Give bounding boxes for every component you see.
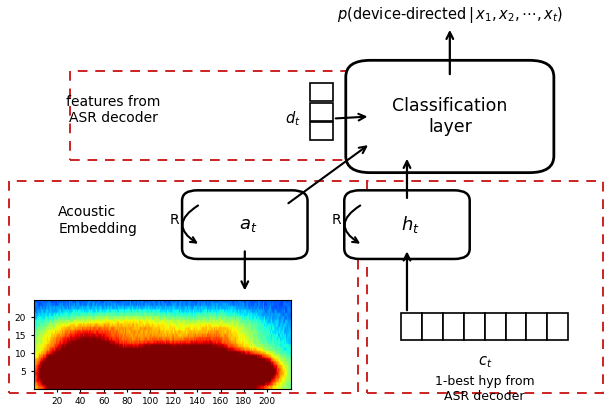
FancyBboxPatch shape (346, 60, 554, 173)
Bar (526, 313, 547, 340)
Bar (401, 313, 422, 340)
Bar (9, 181, 358, 393)
Bar (422, 313, 443, 340)
Text: $p$(device-directed$\,|\,x_1, x_2, \cdots, x_t)$: $p$(device-directed$\,|\,x_1, x_2, \cdot… (337, 5, 563, 25)
Text: $a_t$: $a_t$ (239, 215, 257, 234)
Bar (464, 313, 485, 340)
Text: $h_t$: $h_t$ (401, 214, 419, 235)
FancyBboxPatch shape (182, 190, 307, 259)
Bar (506, 313, 526, 340)
Bar (310, 83, 333, 101)
Bar (485, 313, 506, 340)
Text: R: R (170, 213, 179, 228)
FancyBboxPatch shape (344, 190, 470, 259)
Bar (310, 122, 333, 140)
Text: R: R (332, 213, 341, 228)
Bar (547, 313, 568, 340)
Text: Classification
layer: Classification layer (392, 97, 507, 136)
Text: $c_t$: $c_t$ (477, 354, 492, 370)
Text: 1-best hyp from
ASR decoder: 1-best hyp from ASR decoder (435, 375, 534, 404)
Bar (70, 71, 358, 160)
Text: features from
ASR decoder: features from ASR decoder (66, 95, 160, 125)
Bar (367, 181, 603, 393)
Bar (443, 313, 464, 340)
Bar (310, 103, 333, 121)
Text: $d_t$: $d_t$ (285, 109, 300, 128)
Text: Acoustic
Embedding: Acoustic Embedding (58, 206, 137, 235)
